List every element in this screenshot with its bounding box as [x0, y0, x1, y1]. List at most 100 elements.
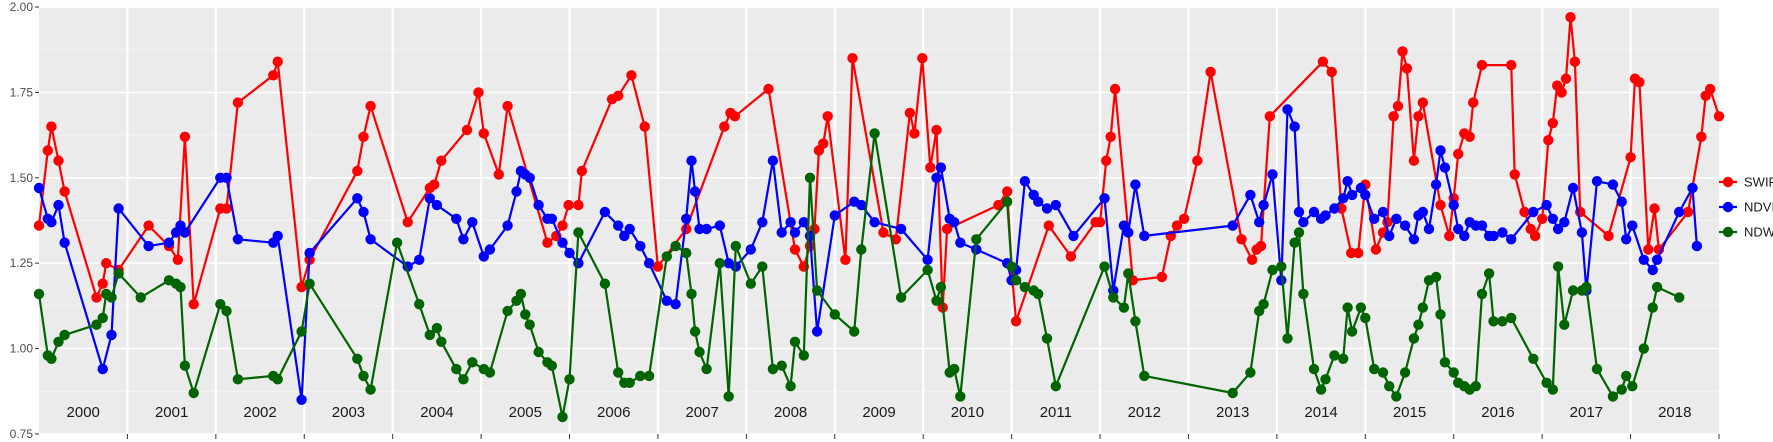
- data-point-ndvi: [686, 155, 697, 166]
- data-point-ndwi: [520, 309, 531, 320]
- data-point-ndwi: [1488, 316, 1499, 327]
- data-point-ndwi: [1581, 281, 1592, 293]
- year-label: 2015: [1393, 404, 1426, 421]
- data-point-ndwi: [1647, 302, 1658, 313]
- data-point-ndwi: [949, 363, 960, 375]
- data-point-ndvi: [533, 199, 544, 211]
- data-point-ndvi: [1369, 213, 1380, 224]
- data-point-ndwi: [1621, 370, 1632, 382]
- data-point-ndvi: [352, 193, 363, 204]
- data-point-ndwi: [849, 326, 860, 337]
- year-label: 2013: [1216, 404, 1249, 421]
- data-point-swir: [1705, 83, 1716, 95]
- data-point-ndwi: [272, 374, 283, 385]
- data-point-ndwi: [564, 374, 575, 385]
- data-point-swir: [221, 203, 232, 214]
- data-point-swir: [1370, 244, 1382, 255]
- data-point-ndvi: [1282, 104, 1293, 115]
- data-point-ndwi: [546, 360, 557, 371]
- year-label: 2008: [774, 404, 807, 421]
- data-point-swir: [478, 128, 489, 139]
- data-point-swir: [33, 220, 45, 231]
- data-point-ndvi: [757, 217, 768, 228]
- data-point-ndwi: [1616, 384, 1627, 395]
- data-point-ndvi: [573, 258, 584, 269]
- data-point-ndwi: [502, 305, 513, 317]
- data-point-ndvi: [467, 217, 478, 228]
- data-point-ndvi: [599, 206, 611, 218]
- data-point-ndvi: [564, 247, 575, 259]
- data-point-swir: [1560, 73, 1572, 84]
- data-point-ndvi: [1019, 176, 1031, 187]
- data-point-ndvi: [1227, 220, 1238, 231]
- data-point-swir: [46, 121, 57, 132]
- data-point-ndwi: [135, 292, 146, 303]
- data-point-ndvi: [955, 237, 966, 248]
- data-point-ndvi: [1528, 206, 1539, 218]
- data-point-swir: [652, 261, 664, 272]
- data-point-ndwi: [1391, 391, 1402, 402]
- data-point-ndwi: [1315, 384, 1327, 395]
- data-point-ndwi: [811, 285, 823, 296]
- data-point-ndvi: [1439, 162, 1451, 173]
- data-point-ndwi: [869, 128, 880, 139]
- data-point-ndvi: [546, 213, 557, 224]
- data-point-ndwi: [661, 251, 672, 262]
- data-point-ndvi: [1541, 199, 1552, 211]
- data-point-ndwi: [789, 336, 801, 347]
- data-point-ndvi: [524, 172, 535, 183]
- data-point-ndwi: [1528, 353, 1539, 364]
- legend-marker: [1722, 201, 1734, 213]
- data-point-ndvi: [931, 172, 942, 183]
- data-point-ndwi: [922, 264, 933, 276]
- data-point-ndwi: [1448, 367, 1459, 378]
- data-point-ndwi: [1050, 381, 1062, 392]
- data-point-swir: [1565, 12, 1576, 23]
- data-point-swir: [1002, 186, 1013, 197]
- data-point-ndvi: [365, 234, 376, 245]
- data-point-ndwi: [723, 391, 734, 402]
- year-label: 2018: [1658, 404, 1691, 421]
- data-point-swir: [493, 169, 504, 180]
- data-point-ndwi: [776, 360, 787, 371]
- data-point-ndvi: [785, 217, 796, 228]
- data-point-ndvi: [1459, 230, 1470, 242]
- data-point-ndvi: [1050, 199, 1062, 211]
- data-point-ndwi: [829, 309, 840, 320]
- data-point-ndwi: [714, 258, 725, 269]
- data-point-ndwi: [1293, 227, 1305, 238]
- series-line-swir: [37, 16, 1721, 323]
- data-point-ndwi: [613, 367, 624, 378]
- data-point-swir: [1401, 63, 1413, 74]
- data-point-ndwi: [1651, 281, 1663, 293]
- data-point-swir: [789, 244, 801, 255]
- data-point-ndwi: [1541, 377, 1552, 388]
- data-point-ndvi: [113, 203, 124, 214]
- data-point-swir: [1255, 240, 1267, 252]
- data-point-swir: [1094, 217, 1106, 228]
- data-point-ndwi: [1329, 350, 1340, 361]
- data-point-ndvi: [1417, 206, 1429, 218]
- data-point-swir: [557, 220, 568, 231]
- data-point-ndwi: [1267, 264, 1278, 276]
- data-point-ndwi: [1346, 326, 1358, 337]
- data-point-ndvi: [1123, 227, 1134, 238]
- data-point-ndvi: [856, 199, 867, 211]
- data-point-ndvi: [1320, 210, 1331, 221]
- data-point-swir: [542, 237, 553, 248]
- data-point-ndwi: [33, 288, 45, 300]
- data-point-ndwi: [97, 312, 108, 324]
- data-point-ndwi: [686, 288, 697, 300]
- data-point-swir: [1537, 213, 1548, 224]
- data-point-swir: [941, 223, 953, 235]
- data-point-ndvi: [1607, 179, 1619, 190]
- data-point-swir: [639, 121, 650, 132]
- data-point-swir: [272, 56, 283, 67]
- data-point-ndwi: [1033, 288, 1044, 300]
- data-point-swir: [1105, 131, 1116, 142]
- data-point-ndvi: [1674, 206, 1685, 218]
- data-point-swir: [1682, 206, 1694, 218]
- data-point-ndwi: [798, 350, 809, 361]
- data-point-ndwi: [804, 172, 816, 183]
- data-point-ndwi: [1227, 387, 1238, 399]
